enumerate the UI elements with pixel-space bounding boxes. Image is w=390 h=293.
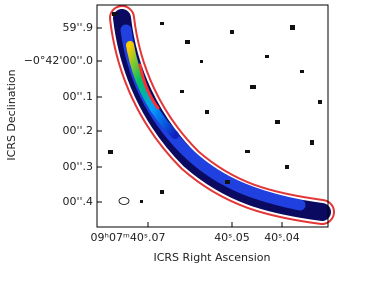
y-tick-label: 00''.2 — [62, 124, 93, 137]
y-tick-label: 00''.3 — [62, 160, 93, 173]
y-tick-label: 00''.1 — [62, 90, 93, 103]
plot-frame — [96, 4, 329, 228]
x-tick-label: 09ʰ07ᵐ40ˢ.07 — [91, 231, 166, 244]
sky-image — [108, 5, 335, 225]
x-axis-label: ICRS Right Ascension — [153, 251, 270, 264]
tick-marks — [97, 27, 283, 227]
x-tick-label: 40ˢ.05 — [214, 231, 250, 244]
y-tick-label: 59''.9 — [62, 21, 93, 34]
y-axis-label: ICRS Declination — [5, 69, 18, 160]
y-tick-label: −0°42'00''.0 — [24, 54, 93, 67]
x-tick-label: 40ˢ.04 — [264, 231, 300, 244]
y-tick-label: 00''.4 — [62, 195, 93, 208]
